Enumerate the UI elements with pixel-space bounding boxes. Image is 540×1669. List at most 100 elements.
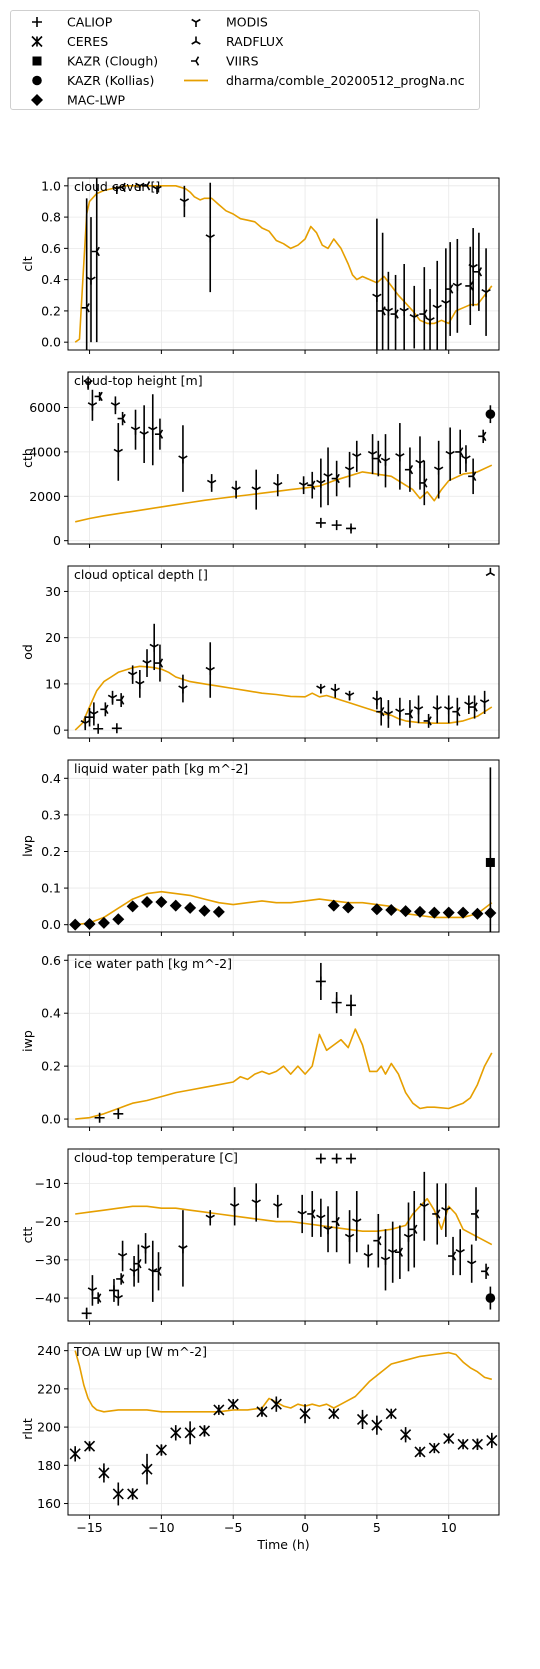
obs-point-tri_down: [298, 481, 309, 491]
legend-marker-asterisk: [31, 35, 43, 48]
obs-point-plus: [84, 712, 95, 723]
y-tick-label: 2000: [29, 489, 61, 504]
obs-point-tri_down: [87, 1287, 98, 1296]
obs-point-tri_down: [87, 402, 98, 411]
panel-ctt: −40 −30 −20 −10 ctt cloud-top temperature [C]: [20, 1148, 500, 1325]
obs-point-diamond: [428, 906, 441, 919]
obs-point-tri_down: [323, 473, 333, 482]
obs-point-tri_down: [352, 453, 362, 462]
panel-clt: 0.0 0.2 0.4 0.6 0.8 1.0 clt cloud cover []: [20, 177, 500, 354]
obs-point-diamond: [442, 906, 455, 919]
obs-point-tri_down: [432, 304, 442, 313]
obs-point-tri_left: [390, 309, 399, 319]
obs-point-diamond: [184, 901, 197, 914]
obs-point-tri_down: [107, 694, 118, 703]
obs-point-plus: [331, 997, 342, 1008]
obs-point-asterisk: [155, 1444, 167, 1456]
obs-point-tri_down: [344, 466, 355, 475]
obs-point-tri_down: [83, 379, 93, 389]
obs-point-tri_left: [117, 182, 126, 193]
y-tick-label: 6000: [29, 400, 61, 415]
obs-point-tri_left: [91, 246, 100, 257]
y-axis-label: ctt: [20, 1227, 35, 1244]
obs-point-tri_left: [116, 695, 125, 705]
legend-item: KAZR (Clough): [32, 54, 158, 69]
y-axis-label: iwp: [20, 1030, 35, 1052]
panel-lwp: 0.0 0.1 0.2 0.3 0.4 lwp liquid water path [kg …: [20, 759, 500, 936]
obs-point-asterisk: [471, 1438, 484, 1450]
y-tick-label: 4000: [29, 444, 61, 459]
obs-point-diamond: [471, 907, 484, 920]
legend-marker-plus: [32, 17, 42, 27]
legend-marker-square: [32, 56, 42, 66]
obs-point-tri_down: [380, 1256, 391, 1265]
obs-point-tri_down: [127, 671, 138, 680]
obs-point-asterisk: [184, 1427, 196, 1439]
legend-item: MAC-LWP: [31, 93, 126, 108]
obs-point-tri_left: [465, 281, 474, 291]
obs-point-tri_down: [113, 448, 123, 457]
obs-point-tri_down: [441, 1206, 451, 1216]
legend-marker-diamond: [31, 94, 43, 106]
obs-point-asterisk: [400, 1429, 412, 1441]
panel-cth: 0 2000 4000 6000 cth cloud-top height [m]: [20, 371, 500, 548]
y-tick-label: 0.8: [41, 210, 61, 225]
x-tick-label: −10: [148, 1520, 174, 1535]
obs-point-asterisk: [486, 1434, 498, 1447]
obs-point-tri_down: [273, 1203, 283, 1212]
y-tick-label: 1.0: [41, 178, 61, 193]
obs-point-plus: [331, 520, 342, 531]
obs-point-tri_left: [373, 453, 382, 464]
y-tick-label: 20: [45, 630, 61, 645]
obs-point-diamond: [327, 899, 340, 912]
x-axis-label: Time (h): [256, 1537, 309, 1552]
obs-point-asterisk: [443, 1432, 455, 1445]
obs-point-circle: [485, 409, 496, 419]
obs-point-plus: [113, 1108, 124, 1119]
panel-title: cloud-top height [m]: [74, 373, 203, 388]
obs-point-tri_left: [376, 706, 385, 717]
obs-point-tri_down: [425, 317, 435, 326]
obs-point-tri_down: [89, 710, 99, 719]
obs-point-tri_down: [251, 1199, 261, 1208]
obs-point-tri_down: [110, 402, 121, 411]
obs-point-tri_down: [205, 234, 215, 243]
obs-point-tri_left: [423, 716, 432, 726]
y-tick-label: 0.0: [41, 917, 61, 932]
legend-item: KAZR (Kollias): [32, 73, 154, 88]
obs-point-tri_down: [479, 699, 490, 708]
legend-marker-tri_down: [191, 18, 201, 27]
obs-point-tri_down: [468, 263, 478, 273]
panel-title: cloud-top temperature [C]: [74, 1150, 238, 1165]
legend-item: VIIRS: [191, 54, 259, 69]
y-axis-label: rlut: [20, 1418, 35, 1440]
obs-point-tri_left: [445, 284, 454, 294]
obs-point-plus: [315, 1153, 326, 1164]
obs-point-tri_down: [142, 659, 152, 669]
obs-point-tri_down: [481, 288, 491, 298]
obs-point-tri_down: [387, 1249, 398, 1258]
obs-point-tri_left: [432, 1209, 441, 1219]
obs-point-diamond: [212, 905, 225, 918]
x-tick-label: 0: [301, 1520, 309, 1535]
obs-point-asterisk: [170, 1427, 182, 1439]
obs-point-tri_left: [404, 709, 414, 719]
panel-title: TOA LW up [W m^-2]: [73, 1344, 207, 1359]
obs-point-tri_down: [229, 1203, 240, 1212]
x-tick-label: −5: [224, 1520, 242, 1535]
obs-point-tri_down: [467, 1260, 477, 1269]
obs-point-tri_left: [469, 702, 478, 712]
obs-point-tri_left: [331, 473, 340, 484]
obs-point-tri_left: [468, 471, 477, 482]
legend: CALIOP CERES KAZR (Clough) KAZR (Kollias) MA…: [10, 10, 480, 110]
obs-point-plus: [111, 723, 122, 734]
obs-point-tri_down: [297, 1210, 307, 1219]
obs-point-plus: [108, 1285, 119, 1296]
axes-frame: [67, 177, 500, 351]
obs-point-square: [485, 857, 495, 867]
y-tick-label: 0.4: [41, 771, 61, 786]
y-tick-label: 240: [37, 1343, 61, 1358]
panel-title: cloud cover []: [74, 179, 160, 194]
obs-point-asterisk: [299, 1408, 311, 1420]
